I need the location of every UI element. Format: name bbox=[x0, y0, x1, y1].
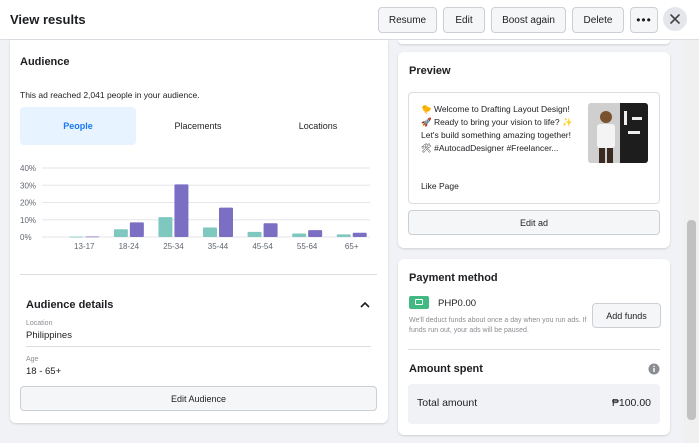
chart-bar[interactable] bbox=[263, 223, 278, 237]
x-tick-label: 18-24 bbox=[119, 242, 140, 251]
chart-divider bbox=[20, 274, 377, 275]
chart-bar[interactable] bbox=[158, 217, 173, 237]
person-photo-icon bbox=[588, 103, 648, 163]
top-card-edge bbox=[398, 40, 670, 44]
close-button[interactable] bbox=[663, 7, 687, 31]
audience-title: Audience bbox=[20, 56, 70, 68]
y-tick-label: 30% bbox=[20, 181, 36, 190]
ad-text: 🐤 Welcome to Drafting Layout Design! 🚀 R… bbox=[421, 104, 573, 153]
amount-spent-title: Amount spent bbox=[409, 363, 483, 375]
location-value: Philippines bbox=[26, 330, 72, 341]
ad-preview[interactable]: 🐤 Welcome to Drafting Layout Design! 🚀 R… bbox=[408, 92, 660, 204]
more-horizontal-icon: ••• bbox=[636, 13, 652, 27]
edit-audience-button[interactable]: Edit Audience bbox=[20, 386, 377, 411]
payment-divider bbox=[408, 349, 660, 350]
delete-button[interactable]: Delete bbox=[572, 7, 624, 33]
chart-bar[interactable] bbox=[308, 230, 323, 237]
audience-card bbox=[10, 40, 388, 423]
x-tick-label: 13-17 bbox=[74, 242, 95, 251]
chart-bar[interactable] bbox=[69, 236, 84, 238]
boost-again-button[interactable]: Boost again bbox=[491, 7, 566, 33]
x-tick-label: 25-34 bbox=[163, 242, 184, 251]
location-label: Location bbox=[26, 320, 53, 327]
y-tick-label: 40% bbox=[20, 164, 36, 173]
audience-details-title: Audience details bbox=[26, 299, 114, 311]
total-amount-box: Total amount ₱100.00 bbox=[408, 384, 660, 424]
x-tick-label: 45-54 bbox=[252, 242, 273, 251]
payment-note: We'll deduct funds about once a day when… bbox=[409, 317, 587, 334]
chart-bar[interactable] bbox=[113, 229, 128, 237]
total-amount-label: Total amount bbox=[417, 397, 478, 409]
chart-bar[interactable] bbox=[219, 207, 233, 237]
payment-title: Payment method bbox=[409, 272, 498, 284]
x-tick-label: 55-64 bbox=[297, 242, 318, 251]
wallet-icon bbox=[409, 296, 429, 309]
more-button[interactable]: ••• bbox=[630, 7, 658, 33]
info-icon[interactable] bbox=[648, 363, 660, 375]
page-title: View results bbox=[10, 12, 86, 27]
chart-bar[interactable] bbox=[352, 232, 367, 237]
chart-bar[interactable] bbox=[203, 227, 217, 237]
scrollbar-thumb[interactable] bbox=[687, 220, 696, 420]
y-tick-label: 10% bbox=[20, 216, 36, 225]
ad-thumbnail bbox=[588, 103, 648, 163]
tab-placements[interactable]: Placements bbox=[174, 121, 222, 131]
x-tick-label: 35-44 bbox=[208, 242, 229, 251]
chart-bar[interactable] bbox=[174, 184, 189, 237]
resume-button[interactable]: Resume bbox=[378, 7, 437, 33]
total-amount-value: ₱100.00 bbox=[611, 397, 651, 409]
tab-people[interactable]: People bbox=[20, 107, 136, 145]
like-page-label: Like Page bbox=[421, 181, 459, 191]
edit-ad-button[interactable]: Edit ad bbox=[408, 210, 660, 235]
header-bar: View results Resume Edit Boost again Del… bbox=[0, 0, 699, 40]
location-divider bbox=[26, 346, 371, 347]
chart-bar[interactable] bbox=[247, 231, 262, 237]
edit-button[interactable]: Edit bbox=[443, 7, 485, 33]
tab-locations[interactable]: Locations bbox=[298, 121, 338, 131]
payment-balance: PHP0.00 bbox=[438, 298, 477, 309]
age-label: Age bbox=[26, 356, 39, 363]
chart-bar[interactable] bbox=[129, 222, 144, 237]
chevron-up-icon[interactable] bbox=[360, 301, 370, 309]
x-tick-label: 65+ bbox=[345, 242, 359, 251]
age-value: 18 - 65+ bbox=[26, 366, 62, 377]
y-tick-label: 20% bbox=[20, 199, 36, 208]
audience-age-chart: 0% 10% 20% 30% 40% 13-17 18-24 25-34 35-44 45-54 5… bbox=[20, 164, 370, 251]
y-tick-label: 0% bbox=[20, 233, 32, 242]
scrollbar[interactable] bbox=[684, 40, 699, 443]
reach-text: This ad reached 2,041 people in your aud… bbox=[20, 90, 200, 100]
close-icon bbox=[670, 14, 680, 24]
chart-bar[interactable] bbox=[292, 233, 307, 237]
add-funds-button[interactable]: Add funds bbox=[592, 303, 661, 328]
chart-bar[interactable] bbox=[336, 234, 351, 237]
preview-title: Preview bbox=[409, 65, 451, 77]
chart-bar[interactable] bbox=[85, 236, 100, 238]
